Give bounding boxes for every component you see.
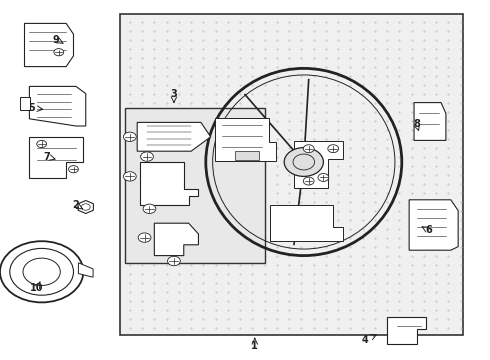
Text: 9: 9 <box>53 35 60 45</box>
Circle shape <box>123 172 136 181</box>
Circle shape <box>141 152 153 161</box>
Circle shape <box>69 166 78 173</box>
Polygon shape <box>414 103 446 140</box>
Circle shape <box>328 145 339 153</box>
Polygon shape <box>154 223 198 256</box>
Polygon shape <box>270 205 343 241</box>
Circle shape <box>284 148 323 176</box>
Circle shape <box>37 140 47 148</box>
Circle shape <box>0 241 83 302</box>
Bar <box>120 14 463 335</box>
Polygon shape <box>78 263 93 277</box>
Polygon shape <box>215 118 276 161</box>
Text: 5: 5 <box>28 103 35 113</box>
Circle shape <box>303 145 314 153</box>
Bar <box>125 108 265 263</box>
Polygon shape <box>409 200 458 250</box>
Circle shape <box>10 248 74 295</box>
Bar <box>235 150 259 159</box>
Text: 4: 4 <box>362 335 368 345</box>
Text: 10: 10 <box>30 283 44 293</box>
Circle shape <box>168 256 180 266</box>
Polygon shape <box>140 162 198 205</box>
Text: 8: 8 <box>413 119 420 129</box>
Polygon shape <box>78 201 94 213</box>
Text: 2: 2 <box>73 200 79 210</box>
Circle shape <box>123 132 136 141</box>
Circle shape <box>138 233 151 242</box>
Text: 7: 7 <box>43 152 50 162</box>
Text: 6: 6 <box>425 225 432 235</box>
Polygon shape <box>387 317 426 344</box>
Polygon shape <box>24 23 74 67</box>
Circle shape <box>54 49 64 56</box>
Circle shape <box>303 177 314 185</box>
Text: 3: 3 <box>171 89 177 99</box>
Polygon shape <box>29 137 83 178</box>
Polygon shape <box>29 86 86 126</box>
Polygon shape <box>137 122 211 151</box>
Text: 1: 1 <box>251 341 258 351</box>
Circle shape <box>318 174 329 181</box>
Bar <box>20 97 30 110</box>
Circle shape <box>143 204 156 213</box>
Polygon shape <box>294 141 343 188</box>
